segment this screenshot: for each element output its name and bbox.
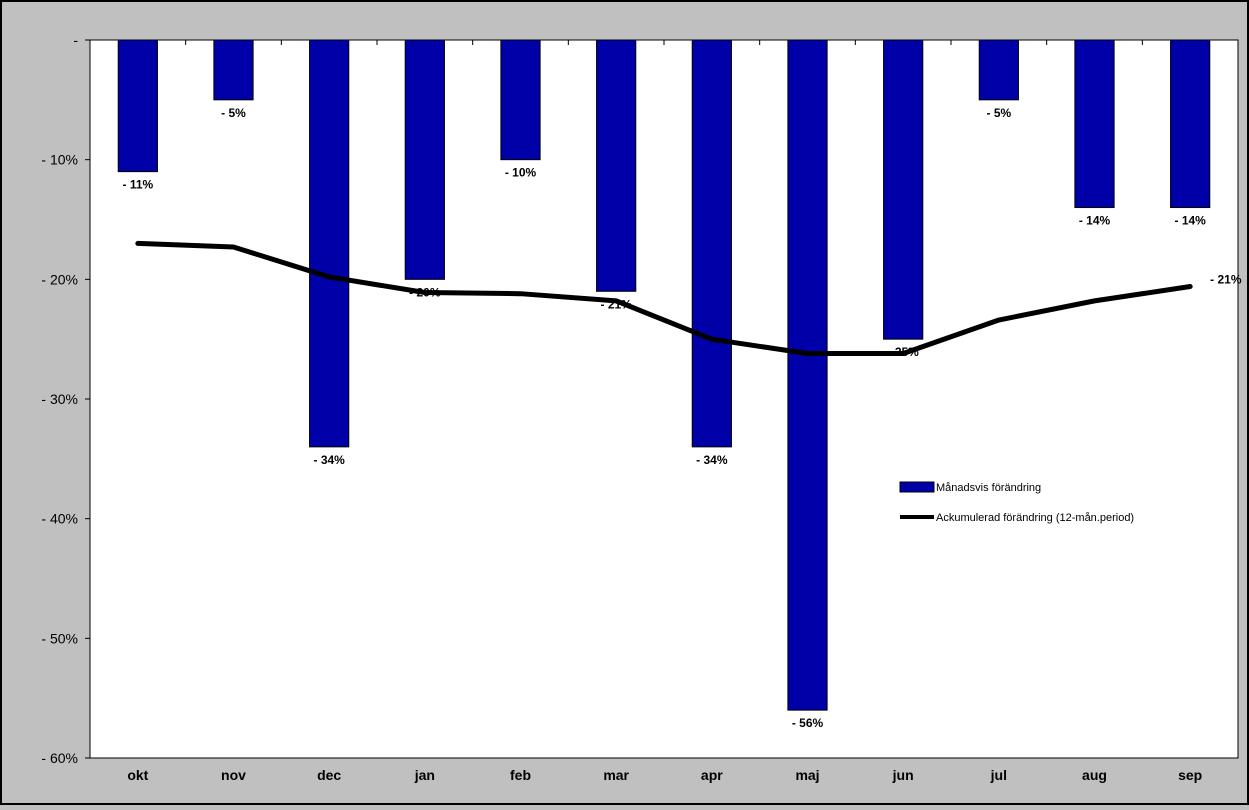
legend-label-line: Ackumulerad förändring (12-mån.period) xyxy=(936,512,1134,524)
bar-data-label: - 34% xyxy=(696,453,728,467)
legend-swatch-bar xyxy=(899,481,935,493)
x-tick-label: aug xyxy=(1082,767,1107,783)
x-tick-label: jul xyxy=(990,767,1007,783)
bar-data-label: - 56% xyxy=(792,716,824,730)
bar-data-label: - 14% xyxy=(1079,214,1111,228)
bar xyxy=(787,39,828,711)
bar-data-label: - 5% xyxy=(986,106,1011,120)
bar-data-label: - 34% xyxy=(313,453,345,467)
x-tick-label: maj xyxy=(795,767,819,783)
bar xyxy=(404,39,445,280)
bar xyxy=(691,39,732,448)
x-axis: okt nov dec jan feb mar apr maj jun jul aug sep xyxy=(89,40,1239,783)
y-tick-label: - 10% xyxy=(41,152,78,168)
x-tick-label: jun xyxy=(892,767,914,783)
bar xyxy=(117,39,158,173)
plot-area xyxy=(89,39,1239,759)
bar xyxy=(978,39,1019,101)
bar-data-label: - 10% xyxy=(505,166,537,180)
x-tick-label: okt xyxy=(127,767,148,783)
x-tick-label: apr xyxy=(701,767,723,783)
bar-data-label: - 11% xyxy=(122,178,153,192)
bar xyxy=(309,39,350,448)
bar xyxy=(213,39,254,101)
y-tick-label: - 20% xyxy=(41,271,78,287)
y-tick-label: - 30% xyxy=(41,391,78,407)
x-tick-label: nov xyxy=(221,767,246,783)
legend: Månadsvis förändring Ackumulerad förändr… xyxy=(899,481,1134,524)
bar-data-label: - 14% xyxy=(1174,214,1206,228)
x-tick-label: dec xyxy=(317,767,341,783)
x-tick-label: feb xyxy=(510,767,531,783)
bar xyxy=(596,39,637,292)
line-end-label: - 21% xyxy=(1210,273,1242,287)
bar-series xyxy=(117,39,1211,711)
line-series: - 21% xyxy=(135,240,1242,357)
y-tick-label: - 50% xyxy=(41,630,78,646)
accumulated-line xyxy=(135,240,1193,357)
x-tick-label: sep xyxy=(1178,767,1202,783)
y-tick-label: - xyxy=(73,32,78,48)
y-axis: - - 10% - 20% - 30% - 40% - 50% - 60% xyxy=(41,32,91,766)
legend-label-bar: Månadsvis förändring xyxy=(936,482,1041,494)
bar xyxy=(500,39,541,161)
x-tick-label: jan xyxy=(414,767,435,783)
bar xyxy=(883,39,924,340)
y-tick-label: - 40% xyxy=(41,511,78,527)
y-tick-label: - 60% xyxy=(41,750,78,766)
bar xyxy=(1074,39,1115,209)
bar-data-label: - 5% xyxy=(221,106,246,120)
bar xyxy=(1170,39,1211,209)
bar-data-labels: - 11%- 5%- 34%- 20%- 10%- 21%- 34%- 56%-… xyxy=(122,106,1206,730)
x-tick-label: mar xyxy=(603,767,629,783)
